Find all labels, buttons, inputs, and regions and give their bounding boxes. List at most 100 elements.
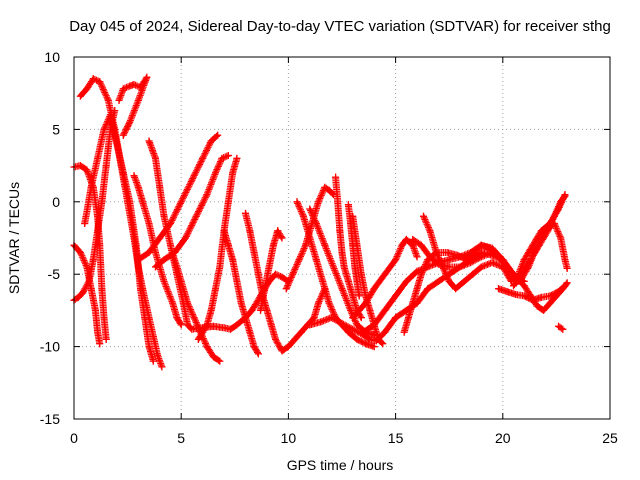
x-axis-label: GPS time / hours xyxy=(287,457,394,473)
data-point xyxy=(220,324,228,332)
data-point xyxy=(149,357,157,365)
x-tick-label: 5 xyxy=(177,430,185,446)
data-point xyxy=(338,285,346,293)
data-point xyxy=(434,277,442,285)
data-point xyxy=(355,292,363,300)
series-s3 xyxy=(81,111,157,365)
data-point xyxy=(272,335,280,343)
y-tick-labels: -15 -10 -5 0 5 10 xyxy=(40,49,60,427)
data-point xyxy=(312,220,320,228)
data-point xyxy=(173,314,181,322)
data-point xyxy=(119,169,127,177)
data-point xyxy=(362,340,370,348)
data-point xyxy=(557,234,565,242)
data-point xyxy=(209,322,217,330)
data-point xyxy=(559,325,567,333)
series-s12 xyxy=(194,154,241,343)
data-point xyxy=(254,270,262,278)
series-s26 xyxy=(409,235,571,314)
data-point xyxy=(145,248,153,256)
data-point xyxy=(188,176,196,184)
data-point xyxy=(115,96,123,104)
data-point xyxy=(145,220,153,228)
series-s10 xyxy=(151,151,232,271)
data-point xyxy=(353,321,361,329)
data-point xyxy=(89,75,97,83)
data-point xyxy=(477,253,485,261)
data-point xyxy=(329,263,337,271)
data-point xyxy=(169,299,177,307)
data-point xyxy=(242,314,250,322)
data-point xyxy=(310,314,318,322)
data-point xyxy=(141,314,149,322)
data-point xyxy=(540,306,548,314)
data-point xyxy=(278,234,286,242)
series-s9 xyxy=(130,172,185,329)
x-tick-label: 25 xyxy=(602,430,618,446)
data-point xyxy=(246,328,254,336)
data-point xyxy=(297,328,305,336)
data-point xyxy=(344,277,352,285)
data-point xyxy=(469,270,477,278)
data-point xyxy=(392,256,400,264)
data-point xyxy=(246,227,254,235)
data-point xyxy=(520,292,528,300)
data-point xyxy=(151,154,159,162)
data-point xyxy=(419,212,427,220)
data-point xyxy=(113,140,121,148)
data-point xyxy=(344,201,352,209)
data-point xyxy=(278,347,286,355)
data-point xyxy=(190,314,198,322)
data-point xyxy=(454,251,462,259)
data-point xyxy=(413,253,421,261)
data-point xyxy=(203,321,211,329)
data-point xyxy=(242,209,250,217)
data-point xyxy=(278,273,286,281)
data-point xyxy=(452,285,460,293)
data-point xyxy=(76,248,84,256)
data-point xyxy=(154,351,162,359)
y-tick-label: -5 xyxy=(48,266,61,282)
data-point xyxy=(203,343,211,351)
y-tick-label: -10 xyxy=(40,339,60,355)
data-point xyxy=(366,335,374,343)
data-point xyxy=(477,263,485,271)
data-point xyxy=(400,328,408,336)
data-point xyxy=(537,293,545,301)
data-point xyxy=(96,241,104,249)
y-tick-label: -15 xyxy=(40,411,60,427)
series-markers-s30 xyxy=(555,322,567,333)
chart-title: Day 045 of 2024, Sidereal Day-to-day VTE… xyxy=(69,18,611,35)
data-point xyxy=(96,340,104,348)
data-point xyxy=(347,306,355,314)
y-axis-label: SDTVAR / TECUs xyxy=(6,182,22,294)
data-point xyxy=(306,234,314,242)
data-point xyxy=(160,212,168,220)
data-point xyxy=(160,256,168,264)
series-markers-s13 xyxy=(220,227,262,358)
data-point xyxy=(503,288,511,296)
data-point xyxy=(94,328,102,336)
data-point xyxy=(130,81,138,89)
series-s1 xyxy=(76,75,166,371)
data-point xyxy=(184,321,192,329)
y-tick-label: 0 xyxy=(52,194,60,210)
data-point xyxy=(233,321,241,329)
data-point xyxy=(426,253,434,261)
x-tick-label: 10 xyxy=(281,430,297,446)
data-point xyxy=(370,321,378,329)
data-point xyxy=(156,234,164,242)
data-point xyxy=(392,314,400,322)
data-point xyxy=(160,277,168,285)
data-point xyxy=(359,328,367,336)
y-tick-label: 5 xyxy=(52,121,60,137)
data-point xyxy=(145,343,153,351)
data-point xyxy=(317,318,325,326)
grid xyxy=(74,57,610,419)
data-point xyxy=(192,212,200,220)
data-point xyxy=(312,256,320,264)
data-point xyxy=(132,241,140,249)
data-point xyxy=(362,299,370,307)
series-s14 xyxy=(242,209,329,355)
